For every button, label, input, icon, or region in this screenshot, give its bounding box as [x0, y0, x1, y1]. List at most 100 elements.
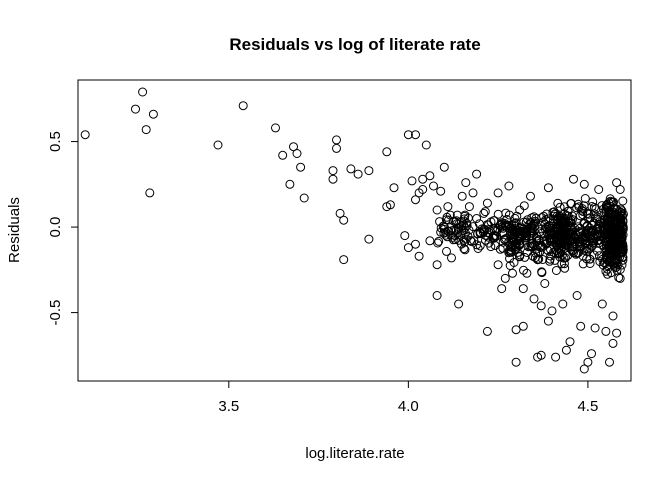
data-point [545, 254, 555, 264]
data-point [583, 357, 593, 367]
data-point [429, 181, 438, 191]
data-point [543, 183, 553, 193]
data-point [606, 209, 616, 218]
data-point [448, 235, 458, 245]
data-point [213, 140, 223, 150]
data-point [382, 147, 392, 157]
data-point [511, 243, 521, 253]
data-point [551, 249, 561, 259]
data-point [385, 200, 395, 210]
data-point [569, 174, 578, 184]
x-axis-title: log.literate.rate [305, 445, 404, 462]
data-point [582, 221, 592, 230]
data-point [518, 321, 528, 331]
data-point [573, 222, 583, 232]
data-point [601, 266, 611, 276]
data-point [481, 235, 490, 245]
data-point [615, 273, 625, 283]
data-point [460, 211, 470, 221]
data-point [475, 241, 485, 251]
data-point [486, 242, 496, 252]
data-point [613, 260, 623, 270]
data-point [613, 214, 623, 223]
data-point [459, 225, 468, 235]
data-point [285, 179, 295, 189]
data-point [564, 218, 574, 228]
data-point [458, 220, 468, 230]
data-point [542, 228, 552, 238]
data-point [511, 227, 521, 237]
data-point [454, 235, 464, 245]
y-axis: -0.5 0.0 0.5 [47, 131, 79, 326]
data-point [436, 186, 446, 196]
data-point [594, 219, 604, 229]
data-point [532, 231, 542, 241]
data-point [511, 325, 521, 335]
data-point [558, 299, 568, 309]
data-point [490, 231, 500, 241]
data-point [364, 234, 374, 244]
data-point [605, 357, 614, 367]
data-point [432, 260, 442, 270]
data-point [493, 260, 503, 270]
data-point [490, 241, 500, 250]
data-point [537, 228, 546, 238]
data-point [610, 227, 620, 237]
data-point [441, 230, 451, 240]
data-point [561, 345, 571, 355]
data-point [414, 251, 424, 261]
data-point [482, 326, 492, 336]
data-point [547, 306, 557, 316]
data-point [400, 231, 410, 241]
data-point [529, 294, 539, 304]
data-point [530, 253, 540, 263]
data-point [523, 215, 533, 225]
data-point [553, 198, 563, 208]
data-point [527, 224, 537, 234]
data-point [554, 240, 564, 249]
data-point [602, 238, 612, 248]
data-point [493, 188, 503, 198]
data-point [425, 171, 435, 181]
data-point [526, 241, 536, 251]
data-point [615, 185, 625, 194]
data-point [583, 214, 593, 224]
chart-title: Residuals vs log of literate rate [229, 35, 480, 54]
data-point [464, 225, 474, 235]
data-point [468, 188, 478, 198]
data-point [531, 244, 541, 254]
data-point [407, 176, 417, 186]
data-point [580, 230, 590, 240]
data-point [432, 291, 442, 300]
y-tick-label: 0.5 [47, 131, 64, 152]
data-point [578, 207, 588, 216]
data-point [580, 194, 590, 203]
data-point [612, 178, 622, 188]
data-point [403, 243, 413, 253]
data-point [521, 231, 531, 241]
data-point [594, 185, 604, 194]
data-point [576, 242, 585, 252]
data-point [278, 150, 288, 160]
x-axis: 3.5 4.0 4.5 [218, 380, 598, 415]
y-tick-label: -0.5 [47, 300, 64, 326]
data-point [500, 219, 510, 228]
data-point [587, 202, 597, 211]
data-point [504, 181, 514, 191]
data-point [421, 140, 431, 150]
data-point [511, 357, 521, 367]
data-point [435, 217, 445, 227]
data-point [588, 238, 598, 248]
data-point [614, 248, 624, 258]
data-point [572, 291, 582, 300]
data-point [434, 236, 444, 246]
data-point [353, 169, 363, 179]
data-point [411, 130, 420, 140]
data-point [459, 244, 469, 254]
data-point [454, 299, 464, 309]
data-point [364, 166, 374, 176]
data-point [452, 219, 462, 229]
data-point [480, 207, 490, 217]
data-point [551, 266, 561, 275]
data-point [145, 188, 155, 198]
